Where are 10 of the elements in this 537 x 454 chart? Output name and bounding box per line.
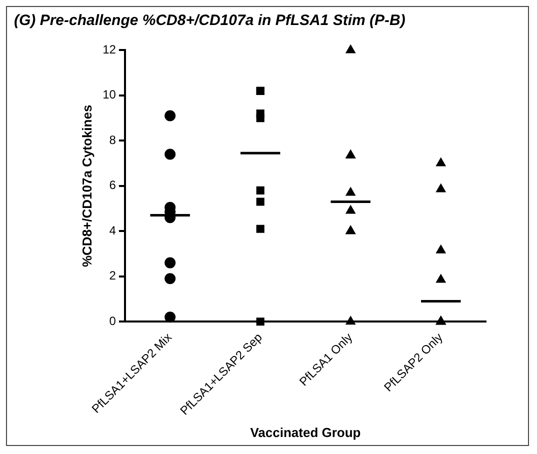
y-tick-label: 10 — [102, 88, 116, 102]
y-tick-label: 6 — [109, 178, 116, 192]
y-tick-label: 2 — [109, 268, 116, 283]
y-tick-label: 0 — [109, 314, 116, 328]
y-tick-label: 4 — [109, 223, 116, 238]
y-axis-title: %CD8+/CD107a Cytokines — [79, 104, 94, 268]
chart-title: (G) Pre-challenge %CD8+/CD107a in PfLSA1 Stim (P-B) — [14, 12, 406, 29]
y-tick-label: 8 — [109, 132, 116, 147]
x-axis-title: Vaccinated Group — [250, 424, 361, 440]
y-tick-label: 12 — [102, 42, 116, 57]
